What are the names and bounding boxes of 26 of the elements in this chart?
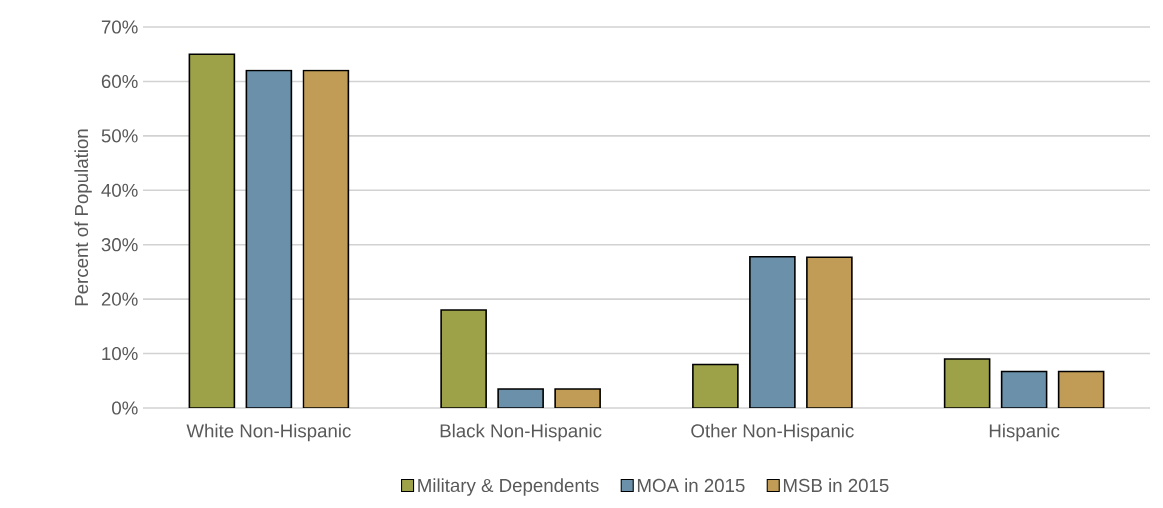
y-tick-label: 60% [101,74,138,89]
x-tick-label: Other Non-Hispanic [691,423,854,442]
x-tick-label: White Non-Hispanic [186,423,351,442]
legend-label: MOA in 2015 [637,478,745,493]
y-tick-label: 30% [101,238,138,252]
bar [749,255,796,408]
bar [943,358,991,408]
x-tick-label: Black Non-Hispanic [440,423,602,442]
y-tick-label: 10% [102,346,138,361]
bar [440,309,487,408]
legend-label: MSB in 2015 [783,478,889,493]
y-tick-label: 70% [101,20,138,34]
y-tick-label: 50% [101,129,138,143]
y-tick-label: 0% [112,401,138,415]
bar [188,53,236,408]
y-axis-title: Percent of Population [74,129,92,306]
bar [245,69,293,408]
y-tick-label: 40% [101,183,138,197]
bar [692,363,739,408]
bar [1000,370,1048,408]
bar [302,69,350,408]
y-tick-label: 20% [101,292,138,306]
bar [1057,370,1105,408]
x-tick-label: Hispanic [989,423,1060,442]
bar [806,256,853,408]
legend-label: Military & Dependents [418,478,599,496]
